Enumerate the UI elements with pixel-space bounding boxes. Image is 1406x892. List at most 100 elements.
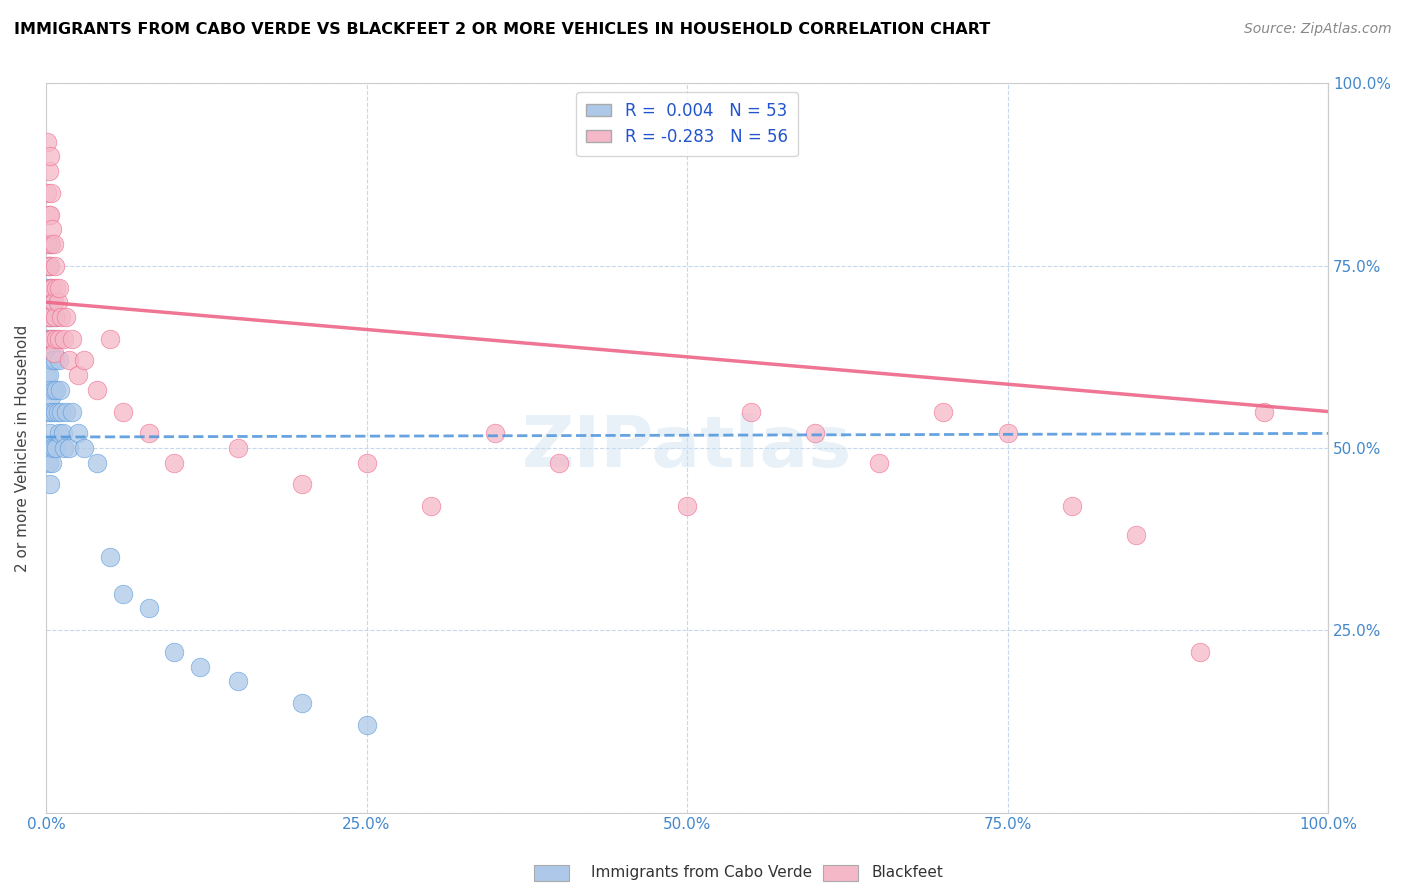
Point bbox=[547, 456, 569, 470]
Point bbox=[932, 404, 955, 418]
Point bbox=[38, 404, 60, 418]
Point bbox=[86, 383, 108, 397]
Text: Blackfeet: Blackfeet bbox=[872, 865, 943, 880]
Point bbox=[38, 310, 60, 324]
Point bbox=[111, 404, 134, 418]
Point bbox=[41, 404, 63, 418]
Text: IMMIGRANTS FROM CABO VERDE VS BLACKFEET 2 OR MORE VEHICLES IN HOUSEHOLD CORRELAT: IMMIGRANTS FROM CABO VERDE VS BLACKFEET … bbox=[14, 22, 990, 37]
Point bbox=[39, 441, 62, 455]
Point bbox=[52, 426, 75, 441]
Point bbox=[38, 149, 60, 163]
Point bbox=[38, 259, 60, 273]
Point bbox=[38, 310, 60, 324]
Point bbox=[1188, 645, 1211, 659]
Point bbox=[188, 659, 211, 673]
Point bbox=[138, 426, 160, 441]
Point bbox=[38, 310, 60, 324]
Point bbox=[51, 310, 73, 324]
Point bbox=[997, 426, 1019, 441]
Point bbox=[41, 280, 63, 294]
Point bbox=[38, 426, 60, 441]
Point bbox=[38, 383, 60, 397]
Point bbox=[58, 441, 80, 455]
Text: Immigrants from Cabo Verde: Immigrants from Cabo Verde bbox=[591, 865, 811, 880]
Point bbox=[37, 368, 59, 382]
Point bbox=[60, 404, 83, 418]
Point bbox=[38, 208, 60, 222]
Point bbox=[39, 236, 62, 251]
Point bbox=[66, 426, 89, 441]
Point bbox=[45, 310, 67, 324]
Point bbox=[45, 383, 67, 397]
Point bbox=[356, 718, 378, 732]
Point bbox=[45, 280, 67, 294]
Point bbox=[37, 280, 59, 294]
Point bbox=[42, 332, 65, 346]
Point bbox=[49, 383, 72, 397]
Point bbox=[73, 353, 96, 368]
Point bbox=[42, 295, 65, 310]
Point bbox=[291, 696, 314, 710]
Point bbox=[55, 404, 77, 418]
Point bbox=[60, 332, 83, 346]
Point bbox=[48, 426, 70, 441]
Point bbox=[740, 404, 762, 418]
Point bbox=[484, 426, 506, 441]
Point bbox=[38, 332, 60, 346]
Point bbox=[37, 135, 59, 149]
Point bbox=[1253, 404, 1275, 418]
Point bbox=[38, 259, 60, 273]
Point bbox=[226, 674, 249, 689]
Point bbox=[41, 353, 63, 368]
Point bbox=[45, 441, 67, 455]
Point bbox=[37, 186, 59, 200]
Point bbox=[39, 390, 62, 404]
Point bbox=[86, 456, 108, 470]
Point bbox=[38, 456, 60, 470]
Point bbox=[37, 236, 59, 251]
Point bbox=[48, 332, 70, 346]
Point bbox=[676, 500, 699, 514]
Point bbox=[41, 332, 63, 346]
Point bbox=[356, 456, 378, 470]
Point bbox=[51, 404, 73, 418]
Point bbox=[138, 601, 160, 615]
Point bbox=[38, 236, 60, 251]
Point bbox=[163, 645, 186, 659]
Point bbox=[48, 353, 70, 368]
Point bbox=[38, 208, 60, 222]
Point bbox=[163, 456, 186, 470]
Point bbox=[37, 404, 59, 418]
Point bbox=[38, 280, 60, 294]
Point bbox=[45, 332, 67, 346]
Point bbox=[44, 259, 66, 273]
Point bbox=[291, 477, 314, 491]
Point bbox=[46, 404, 69, 418]
Point bbox=[98, 550, 121, 565]
Point bbox=[39, 280, 62, 294]
Point bbox=[44, 310, 66, 324]
Point bbox=[52, 441, 75, 455]
Point bbox=[37, 441, 59, 455]
Point bbox=[38, 164, 60, 178]
Point bbox=[1125, 528, 1147, 542]
Point bbox=[39, 295, 62, 310]
Point bbox=[58, 353, 80, 368]
Point bbox=[66, 368, 89, 382]
Point bbox=[55, 310, 77, 324]
Point bbox=[41, 222, 63, 236]
Point bbox=[804, 426, 827, 441]
Point bbox=[226, 441, 249, 455]
Point bbox=[44, 404, 66, 418]
Point bbox=[38, 259, 60, 273]
Point bbox=[39, 332, 62, 346]
Point bbox=[868, 456, 890, 470]
Point bbox=[98, 332, 121, 346]
Point bbox=[41, 310, 63, 324]
Legend: R =  0.004   N = 53, R = -0.283   N = 56: R = 0.004 N = 53, R = -0.283 N = 56 bbox=[576, 92, 797, 156]
Point bbox=[39, 346, 62, 360]
Point bbox=[42, 441, 65, 455]
Point bbox=[46, 295, 69, 310]
Text: ZIPatlas: ZIPatlas bbox=[522, 414, 852, 483]
Point bbox=[42, 383, 65, 397]
